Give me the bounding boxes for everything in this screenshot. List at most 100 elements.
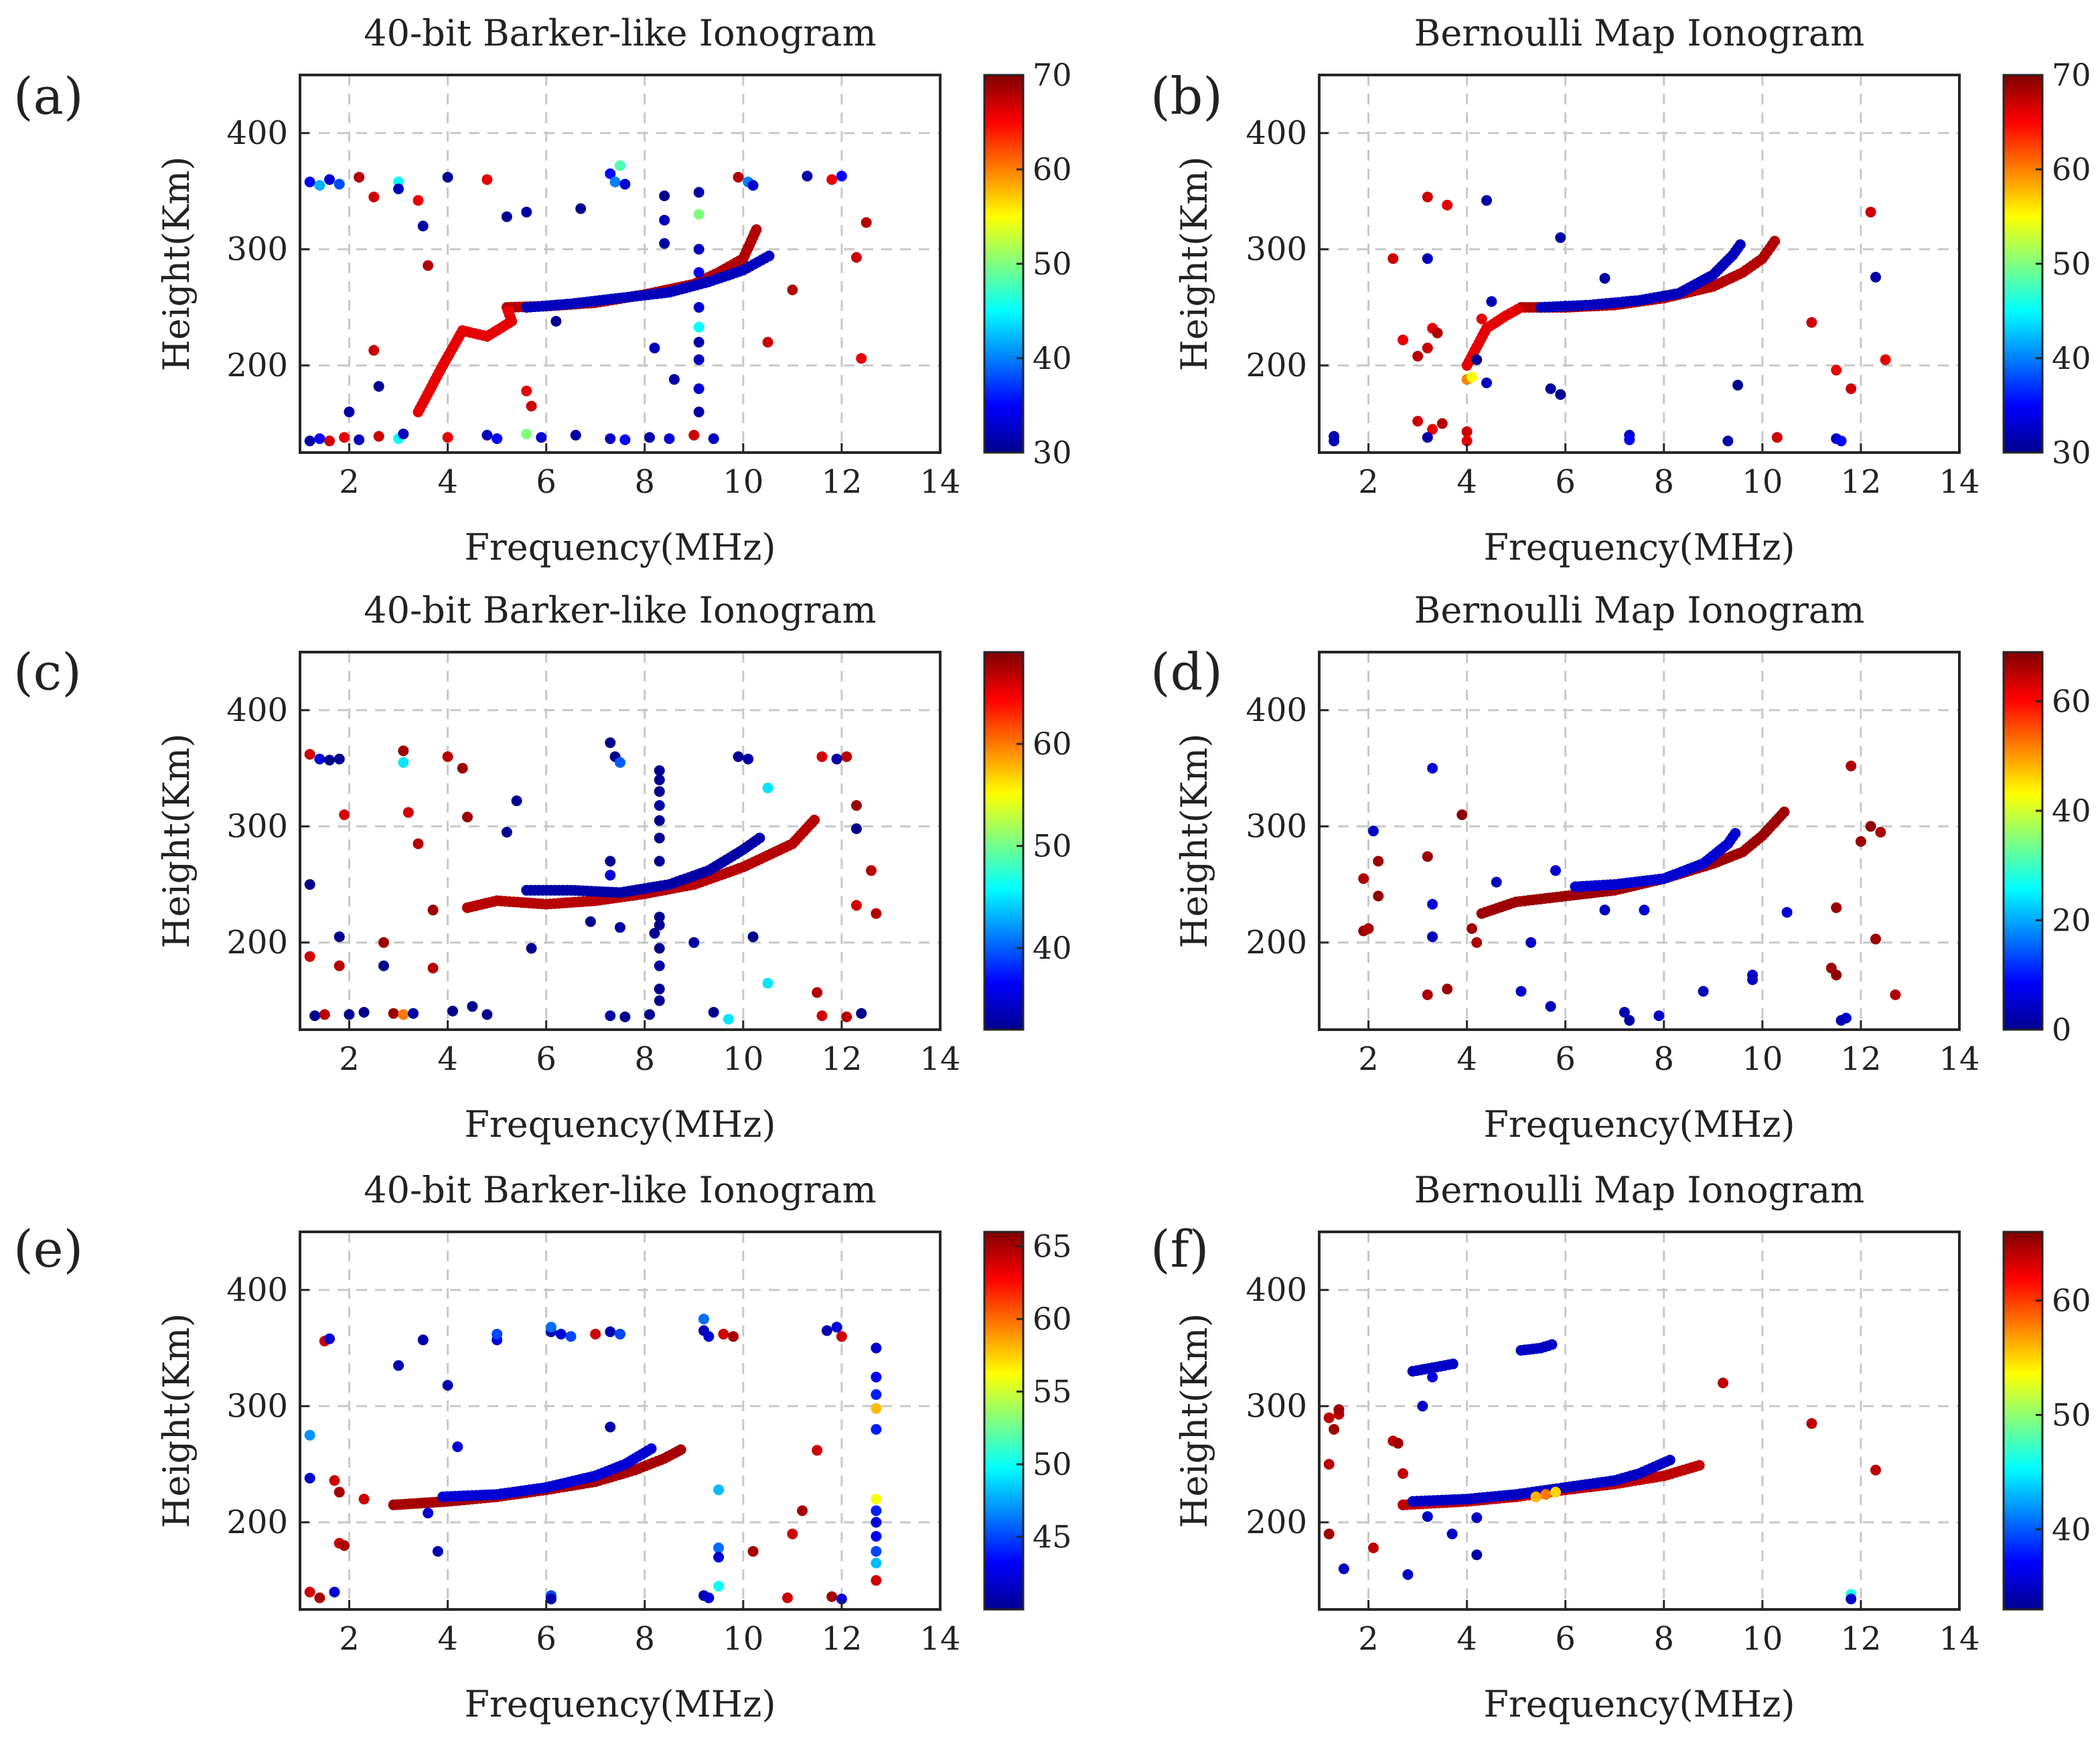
- x-tick-label: 10: [723, 1620, 763, 1658]
- scatter-point: [565, 1331, 577, 1342]
- scatter-point: [1806, 317, 1817, 328]
- y-tick-label: 400: [226, 692, 288, 729]
- scatter-point: [378, 960, 389, 971]
- trace-point: [1769, 236, 1781, 247]
- x-tick-label: 10: [1742, 463, 1783, 501]
- scatter-point: [1846, 1593, 1857, 1605]
- scatter-point: [851, 252, 862, 263]
- plot-area-a: [304, 160, 872, 447]
- scatter-point: [526, 400, 537, 412]
- scatter-point: [555, 1328, 567, 1340]
- colorbar-tick-label: 40: [2052, 340, 2091, 376]
- trace-point: [763, 250, 775, 262]
- trace-point: [1664, 1454, 1675, 1466]
- scatter-point: [693, 354, 704, 366]
- scatter-point: [1427, 1371, 1438, 1382]
- colorbar: [2002, 1231, 2044, 1611]
- scatter-point: [816, 751, 828, 763]
- y-tick-label: 400: [1246, 692, 1307, 729]
- colorbar-tick-label: 40: [1033, 340, 1072, 376]
- scatter-point: [831, 753, 842, 765]
- scatter-point: [412, 195, 424, 206]
- scatter-point: [851, 800, 862, 811]
- plot-area-b: [1329, 191, 1891, 447]
- scatter-point: [398, 757, 409, 768]
- scatter-point: [871, 1389, 882, 1400]
- scatter-point: [423, 260, 434, 271]
- scatter-point: [304, 879, 315, 890]
- y-tick-label: 300: [1246, 1387, 1307, 1425]
- x-tick-label: 12: [821, 463, 862, 501]
- scatter-point: [693, 187, 704, 198]
- colorbar: [983, 651, 1025, 1031]
- scatter-point: [713, 1581, 725, 1592]
- x-tick-label: 8: [634, 1620, 655, 1658]
- scatter-point: [339, 809, 350, 820]
- scatter-point: [329, 1475, 340, 1486]
- axes-frame: [299, 651, 942, 1031]
- colorbar-tick-label: 40: [1033, 930, 1072, 966]
- scatter-point: [762, 337, 773, 348]
- axes-frame: [1318, 74, 1961, 454]
- x-tick-label: 6: [536, 463, 556, 501]
- trace-low-branch: [1461, 304, 1523, 371]
- scatter-point: [708, 1007, 719, 1018]
- scatter-point: [314, 753, 325, 765]
- scatter-point: [654, 832, 665, 844]
- y-tick-label: 400: [226, 1271, 288, 1309]
- scatter-point: [481, 174, 493, 185]
- scatter-point: [1412, 416, 1424, 427]
- scatter-point: [481, 430, 493, 441]
- scatter-point: [654, 995, 665, 1006]
- scatter-point: [442, 432, 453, 443]
- scatter-point: [521, 386, 532, 396]
- scatter-point: [309, 1010, 321, 1022]
- scatter-point: [644, 432, 656, 443]
- scatter-point: [1427, 763, 1438, 774]
- scatter-point: [492, 1328, 503, 1340]
- scatter-point: [1481, 377, 1492, 388]
- scatter-point: [1398, 1468, 1408, 1479]
- y-tick-label: 400: [226, 114, 288, 152]
- scatter-point: [1545, 383, 1556, 394]
- scatter-point: [693, 321, 704, 333]
- scatter-point: [693, 406, 704, 418]
- scatter-point: [871, 1575, 882, 1586]
- scatter-point: [427, 904, 439, 916]
- scatter-point: [826, 174, 838, 185]
- colorbar: [983, 1231, 1025, 1611]
- x-tick-label: 12: [1840, 1620, 1881, 1658]
- scatter-point: [703, 1331, 715, 1342]
- scatter-point: [412, 838, 424, 850]
- x-tick-label: 2: [339, 1040, 360, 1078]
- scatter-point: [747, 931, 759, 943]
- chart-title: Bernoulli Map Ionogram: [1414, 589, 1865, 631]
- trace-point: [646, 1443, 657, 1454]
- scatter-point: [333, 1486, 345, 1498]
- scatter-point: [1373, 856, 1384, 867]
- scatter-point: [304, 1587, 315, 1597]
- scatter-point: [871, 908, 882, 919]
- scatter-point: [841, 1011, 852, 1022]
- scatter-point: [649, 342, 660, 353]
- scatter-point: [693, 209, 704, 220]
- scatter-point: [605, 433, 616, 445]
- scatter-point: [698, 1314, 709, 1325]
- x-tick-label: 10: [1742, 1620, 1783, 1658]
- scatter-point: [585, 916, 596, 927]
- scatter-point: [1333, 1404, 1345, 1415]
- colorbar-tick-label: 55: [1033, 1374, 1072, 1410]
- scatter-point: [1624, 1015, 1635, 1026]
- x-axis-label: Frequency(MHz): [464, 1103, 775, 1146]
- panel-label: (d): [1150, 642, 1223, 702]
- x-tick-label: 10: [723, 463, 763, 501]
- scatter-point: [1422, 191, 1433, 203]
- scatter-point: [668, 374, 680, 385]
- scatter-point: [1442, 200, 1453, 211]
- scatter-point: [693, 337, 704, 348]
- scatter-point: [1442, 983, 1453, 995]
- scatter-point: [654, 786, 665, 797]
- scatter-point: [787, 1528, 798, 1540]
- x-tick-label: 14: [919, 1040, 960, 1078]
- scatter-point: [1545, 1001, 1556, 1012]
